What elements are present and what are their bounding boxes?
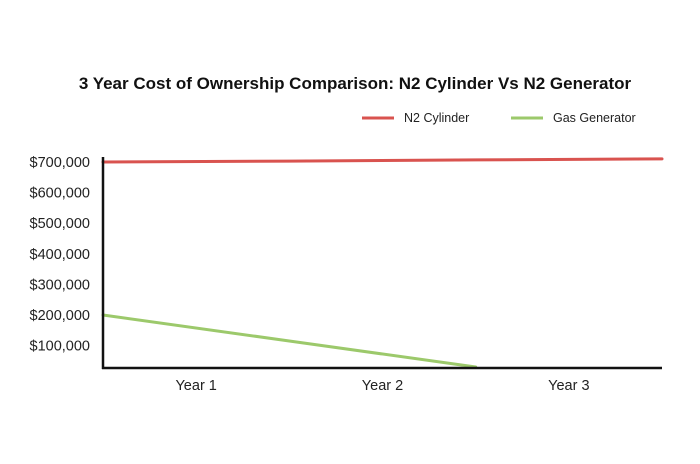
y-tick-label: $400,000	[30, 247, 90, 263]
series-line-gas-generator	[101, 313, 478, 369]
y-tick-label: $200,000	[30, 308, 90, 324]
plot-area	[101, 157, 664, 369]
y-tick-label: $100,000	[30, 339, 90, 355]
legend-label-gas-generator: Gas Generator	[553, 111, 636, 125]
legend-label-n2-cylinder: N2 Cylinder	[404, 111, 469, 125]
y-axis-tick-labels: $100,000 $200,000 $300,000 $400,000 $500,000…	[30, 155, 90, 355]
x-axis-tick-labels: Year 1 Year 2 Year 3	[175, 378, 589, 394]
x-tick-label: Year 2	[362, 378, 403, 394]
y-tick-label: $600,000	[30, 186, 90, 202]
x-tick-label: Year 3	[548, 378, 589, 394]
series-line-n2-cylinder	[101, 157, 664, 164]
x-tick-label: Year 1	[175, 378, 216, 394]
y-tick-label: $500,000	[30, 216, 90, 232]
y-tick-label: $700,000	[30, 155, 90, 171]
y-tick-label: $300,000	[30, 277, 90, 293]
legend: N2 Cylinder Gas Generator	[362, 111, 636, 125]
chart-title: 3 Year Cost of Ownership Comparison: N2 …	[79, 74, 632, 93]
